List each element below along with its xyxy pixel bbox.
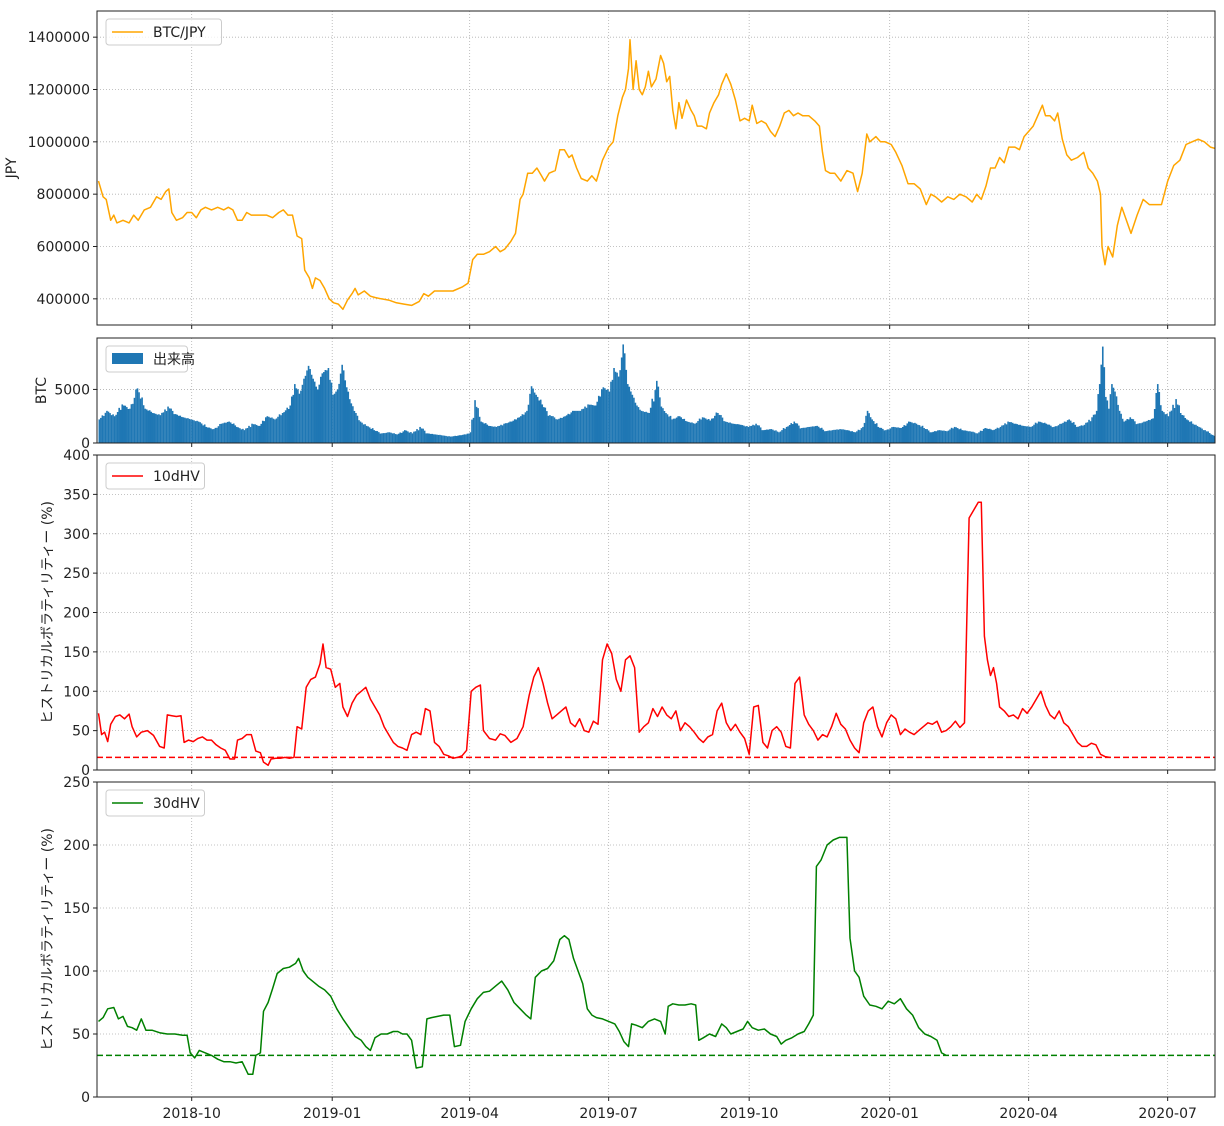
x-tick-label: 2018-10 <box>162 1106 221 1122</box>
volume-series <box>98 344 1215 443</box>
y-tick-label: 400000 <box>37 292 90 308</box>
legend: 30dHV <box>105 789 205 817</box>
y-axis-label: JPY <box>4 157 20 179</box>
y-tick-label: 250 <box>63 566 90 582</box>
hv10-panel: 0 50 100 150 200 250 300 350 400 ヒストリカルボラティリティー (… <box>40 448 1216 779</box>
axes-frame <box>96 10 1216 326</box>
grid <box>97 454 1215 771</box>
legend: 出来高 <box>105 345 195 373</box>
y-tick-label: 300 <box>63 527 90 543</box>
x-tick-label: 2020-07 <box>1138 1106 1197 1122</box>
y-axis-label: ヒストリカルボラティリティー (%) <box>40 828 56 1051</box>
y-axis-label: BTC <box>34 377 50 404</box>
y-tick-label: 1000000 <box>28 135 90 151</box>
y-tick-label: 100 <box>63 964 90 980</box>
y-axis-label: ヒストリカルボラティリティー (%) <box>40 501 56 724</box>
price-series <box>97 39 1215 311</box>
y-tick-label: 5000 <box>54 382 90 398</box>
hv30-series <box>98 836 947 1076</box>
grid <box>97 11 1215 325</box>
legend-label: 10dHV <box>153 469 200 485</box>
x-tick-label: 2019-01 <box>303 1106 362 1122</box>
y-tick-label: 600000 <box>37 240 90 256</box>
y-tick-label: 400 <box>63 448 90 464</box>
y-tick-label: 50 <box>72 1027 90 1043</box>
y-tick-label: 350 <box>63 487 90 503</box>
y-tick-label: 200 <box>63 838 90 854</box>
legend: BTC/JPY <box>105 18 222 46</box>
y-tick-label: 0 <box>81 436 90 452</box>
x-tick-label: 2019-07 <box>579 1106 638 1122</box>
y-tick-label: 1200000 <box>28 83 90 99</box>
axes-frame <box>96 781 1216 1098</box>
grid <box>97 781 1215 1098</box>
legend-label: BTC/JPY <box>153 25 206 41</box>
x-tick-label: 2020-01 <box>860 1106 919 1122</box>
y-tick-label: 1400000 <box>28 30 90 46</box>
legend-swatch <box>112 353 143 364</box>
y-tick-label: 200 <box>63 606 90 622</box>
x-tick-label: 2019-10 <box>720 1106 779 1122</box>
y-tick-label: 250 <box>63 775 90 791</box>
axes-frame <box>96 337 1216 444</box>
hv30-panel: 2018-10 2019-01 2019-04 2019-07 2019-10 2020-… <box>40 775 1216 1122</box>
y-tick-label: 100 <box>63 684 90 700</box>
x-tick-label: 2019-04 <box>440 1106 499 1122</box>
legend: 10dHV <box>105 462 205 490</box>
y-tick-label: 800000 <box>37 187 90 203</box>
y-tick-label: 0 <box>81 1090 90 1106</box>
legend-label: 出来高 <box>153 351 195 368</box>
y-tick-label: 150 <box>63 645 90 661</box>
price-panel: 400000 600000 800000 1000000 1200000 1400000 J… <box>4 10 1216 329</box>
legend-label: 30dHV <box>153 796 200 812</box>
y-tick-label: 150 <box>63 901 90 917</box>
x-tick-label: 2020-04 <box>999 1106 1058 1122</box>
y-tick-label: 0 <box>81 763 90 779</box>
y-tick-label: 50 <box>72 724 90 740</box>
hv10-series <box>97 501 1110 767</box>
